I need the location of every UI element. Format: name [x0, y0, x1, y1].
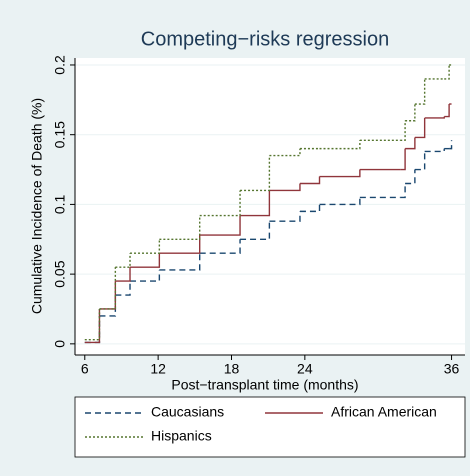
- step-segment: [444, 64, 450, 80]
- step-segment: [84, 308, 101, 344]
- step-segment: [199, 215, 241, 236]
- step-segment: [400, 148, 406, 171]
- x-tick-label: 36: [444, 361, 460, 377]
- step-segment: [400, 183, 406, 199]
- step-segment: [405, 169, 416, 185]
- step-segment: [159, 215, 201, 240]
- x-tick-label: 12: [150, 361, 166, 377]
- legend: [74, 396, 466, 458]
- step-segment: [414, 151, 426, 171]
- step-segment: [400, 120, 406, 141]
- legend-label: Hispanics: [151, 428, 212, 444]
- step-segment: [269, 211, 301, 222]
- step-segment: [444, 104, 450, 118]
- legend-label: Caucasians: [151, 404, 224, 420]
- step-segment: [130, 253, 161, 268]
- step-segment: [449, 140, 453, 150]
- y-tick-label: 0.05: [52, 260, 68, 287]
- y-axis-label: Cumulative Incidence of Death (%): [29, 98, 45, 314]
- step-segment: [269, 183, 301, 192]
- step-segment: [99, 295, 117, 317]
- step-segment: [414, 117, 426, 139]
- step-segment: [130, 239, 161, 254]
- step-segment: [115, 253, 131, 268]
- step-segment: [159, 253, 201, 271]
- step-segment: [299, 204, 321, 213]
- x-tick-label: 6: [81, 361, 89, 377]
- step-segment: [319, 140, 361, 150]
- x-tick-label: 24: [297, 361, 313, 377]
- legend-label: African American: [331, 404, 437, 420]
- step-segment: [414, 78, 426, 105]
- y-tick-label: 0.1: [52, 194, 68, 214]
- y-tick-label: 0.2: [52, 55, 68, 75]
- step-segment: [240, 155, 271, 192]
- y-tick-label: 0: [52, 340, 68, 348]
- y-tick-label: 0.15: [52, 121, 68, 148]
- step-segment: [199, 239, 241, 254]
- step-segment: [405, 104, 416, 122]
- step-segment: [99, 267, 117, 310]
- step-segment: [115, 281, 131, 296]
- step-segment: [319, 169, 361, 178]
- step-segment: [199, 190, 241, 217]
- x-tick-label: 18: [224, 361, 240, 377]
- step-segment: [299, 176, 321, 185]
- x-axis-label: Post−transplant time (months): [171, 377, 358, 393]
- step-segment: [424, 148, 445, 153]
- step-segment: [84, 308, 101, 341]
- step-segment: [424, 116, 445, 119]
- chart-title: Competing−risks regression: [141, 28, 389, 50]
- step-segment: [240, 190, 271, 217]
- step-segment: [115, 267, 131, 282]
- step-segment: [405, 137, 416, 150]
- step-segment: [240, 221, 271, 240]
- step-segment: [159, 235, 201, 254]
- step-segment: [319, 197, 361, 206]
